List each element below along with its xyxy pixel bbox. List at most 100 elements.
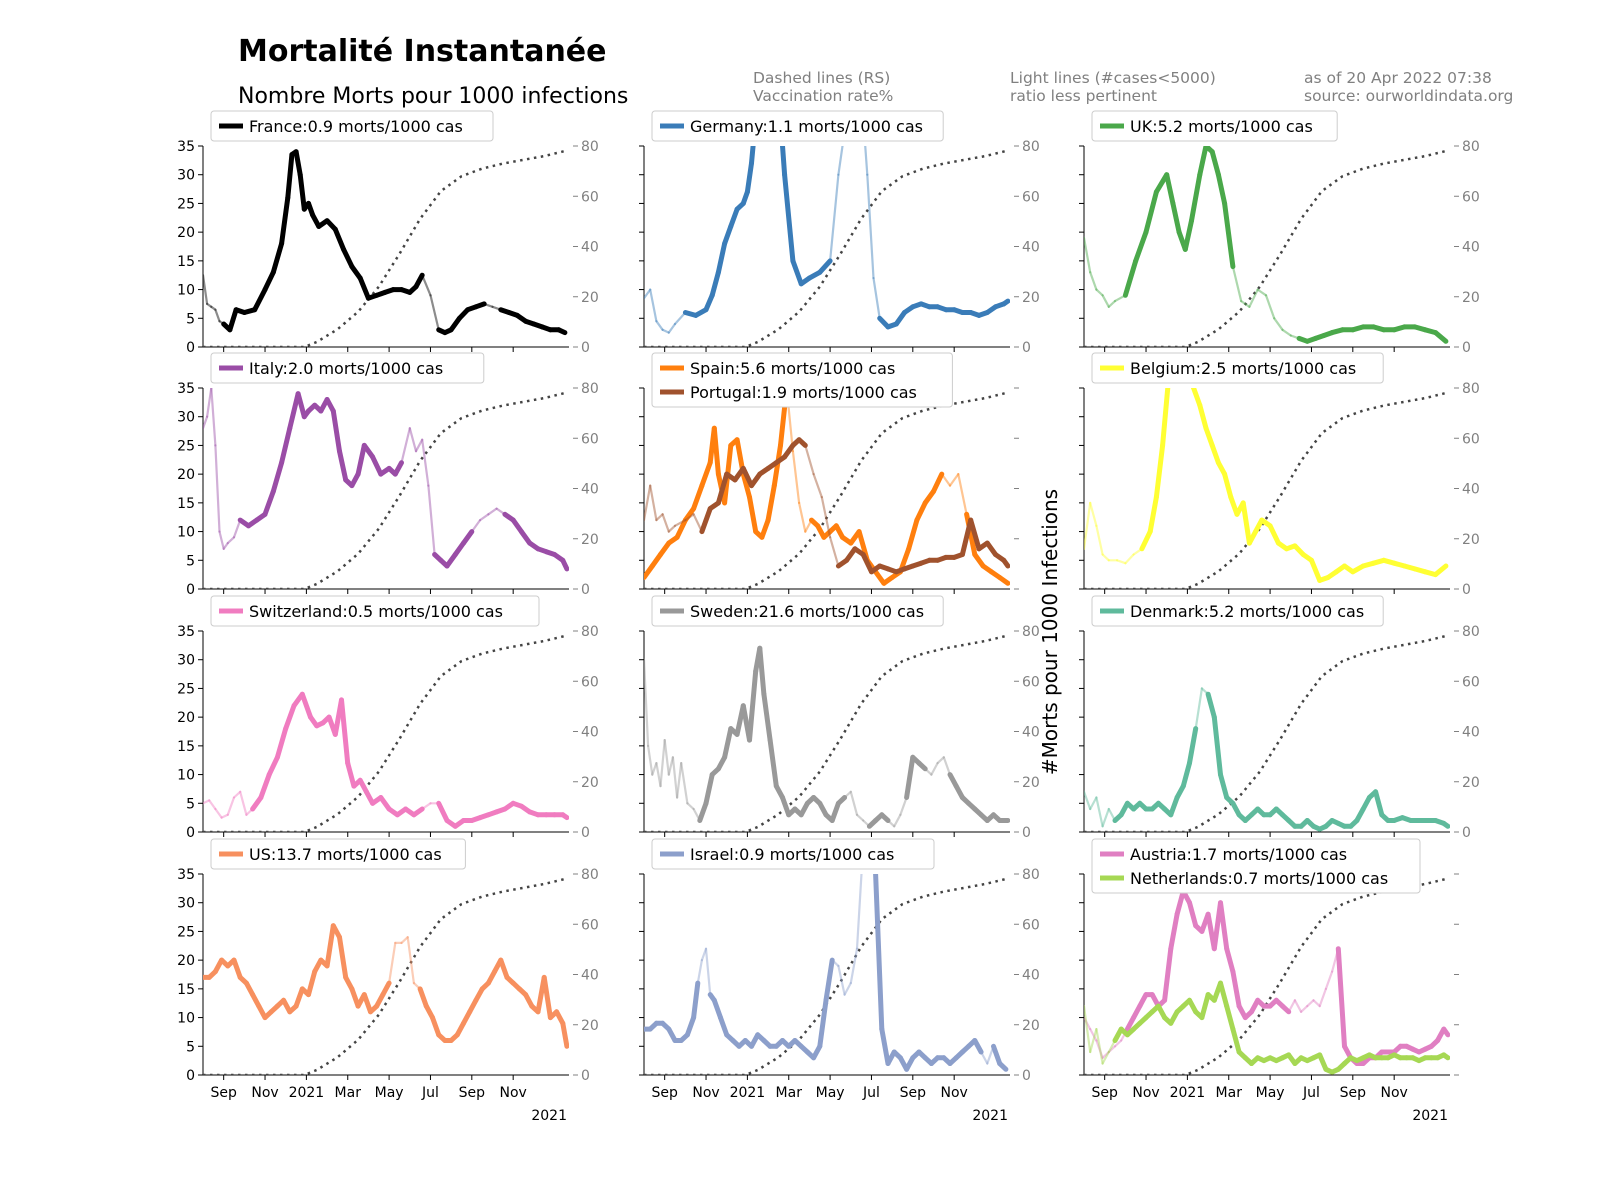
series-segment (759, 517, 771, 540)
legend-box (210, 595, 540, 627)
series-segment (483, 302, 494, 308)
series-segment (757, 645, 767, 697)
series-segment (413, 272, 425, 290)
series-segment (904, 754, 916, 800)
right-tick-label: 40 (581, 482, 599, 498)
series-segment (1222, 471, 1234, 500)
right-tick-label: 0 (581, 582, 590, 598)
series-segment (1293, 999, 1303, 1013)
series-segment (1209, 442, 1221, 466)
legend-box (1091, 838, 1421, 894)
vaccination-rate-line (1084, 877, 1447, 1075)
series-segment (804, 444, 815, 476)
y-tick-label: 20 (177, 710, 195, 726)
y-tick-label: 30 (177, 410, 195, 426)
series-segment (1281, 328, 1292, 337)
series-segment (203, 415, 209, 430)
right-tick-label: 80 (581, 624, 599, 640)
series-segment (392, 460, 404, 477)
right-tick-label: 0 (581, 825, 590, 841)
series-segment (673, 311, 687, 326)
series-segment (744, 160, 754, 195)
y-tick-label: 30 (177, 168, 195, 184)
series-segment (864, 146, 869, 176)
series-segment (1113, 1039, 1123, 1048)
series-segment (220, 813, 229, 819)
series-segment (1197, 402, 1209, 431)
series-segment (659, 738, 666, 788)
series-segment (740, 471, 752, 500)
series-segment (765, 483, 777, 523)
panel-1: 0 20 40 60 80 Germany:1.1 morts/1000 cas (639, 2, 1040, 356)
series-segment (262, 269, 276, 293)
series-segment (667, 322, 677, 334)
series-segment (722, 726, 734, 760)
right-tick-label: 80 (581, 139, 599, 155)
right-tick-label: 60 (1462, 189, 1480, 205)
right-tick-label: 20 (1022, 1018, 1040, 1034)
series-segment (837, 146, 844, 176)
series-segment (1001, 298, 1010, 307)
y-tick-label: 0 (186, 1068, 195, 1084)
series-segment (411, 806, 425, 818)
series-segment (1174, 888, 1186, 917)
series-segment (760, 2, 768, 60)
x-tick-label: Sep (210, 1085, 237, 1101)
series-segment (957, 473, 968, 516)
plot-clip-group (203, 388, 569, 589)
series-segment (1182, 218, 1194, 252)
right-tick-label: 60 (581, 917, 599, 933)
x-tick-label: Nov (500, 1085, 527, 1101)
x-tick-label: Sep (459, 1085, 486, 1101)
right-tick-label: 0 (1462, 825, 1471, 841)
vaccination-rate-line (203, 391, 566, 589)
series-segment (780, 146, 788, 178)
y-tick-label: 0 (186, 825, 195, 841)
x-tick-label: May (375, 1085, 404, 1101)
plot-clip-group (1084, 877, 1450, 1075)
panel-7: 0 20 40 60 80 Sweden:21.6 morts/1000 cas (639, 595, 1040, 841)
series-segment (218, 530, 225, 550)
series-segment (1187, 900, 1199, 929)
right-tick-label: 0 (581, 1068, 590, 1084)
series-segment (820, 496, 832, 539)
series-segment (959, 517, 974, 557)
plot-clip-group (203, 877, 569, 1075)
series-segment (1101, 1050, 1110, 1059)
series-segment (1107, 1045, 1117, 1054)
vaccination-rate-line (644, 149, 1007, 347)
right-tick-label: 40 (1022, 725, 1040, 741)
series-segment (560, 1020, 569, 1049)
series-segment (823, 957, 835, 1003)
right-tick-label: 60 (1462, 431, 1480, 447)
y-tick-label: 20 (177, 953, 195, 969)
series-segment (1287, 999, 1297, 1013)
note-light-line-1: Light lines (#cases<5000) (1010, 69, 1216, 87)
series-segment (1211, 714, 1223, 778)
x-tick-label: May (1256, 1085, 1285, 1101)
series-segment (740, 465, 754, 489)
legend-box (210, 838, 466, 870)
series-segment (357, 275, 371, 301)
series-segment (1309, 557, 1323, 583)
series-segment (715, 471, 730, 506)
series-segment (1089, 1027, 1098, 1054)
legend-label: Sweden:21.6 morts/1000 cas (690, 602, 924, 621)
note-dashed-lines: Dashed lines (RS) Vaccination rate% (753, 69, 893, 105)
series-segment (227, 307, 239, 333)
series-segment (341, 246, 355, 270)
series-segment (222, 541, 229, 550)
series-segment (1101, 1050, 1110, 1065)
series-segment (790, 258, 804, 287)
series-segment (1107, 300, 1117, 308)
legend-box (1091, 595, 1384, 627)
series-segment (700, 947, 708, 962)
y-tick-label: 5 (186, 1039, 195, 1055)
series-segment (498, 957, 510, 980)
right-tick-label: 20 (581, 290, 599, 306)
panel-8: 0 20 40 60 80 Denmark:5.2 morts/1000 cas (1079, 595, 1480, 841)
panel-11: Sep Nov 2021 Mar May Jul Sep Nov2021Austria:1.7… (1079, 838, 1459, 1124)
legend-label: Netherlands:0.7 morts/1000 cas (1130, 869, 1388, 888)
y-tick-label: 0 (186, 340, 195, 356)
